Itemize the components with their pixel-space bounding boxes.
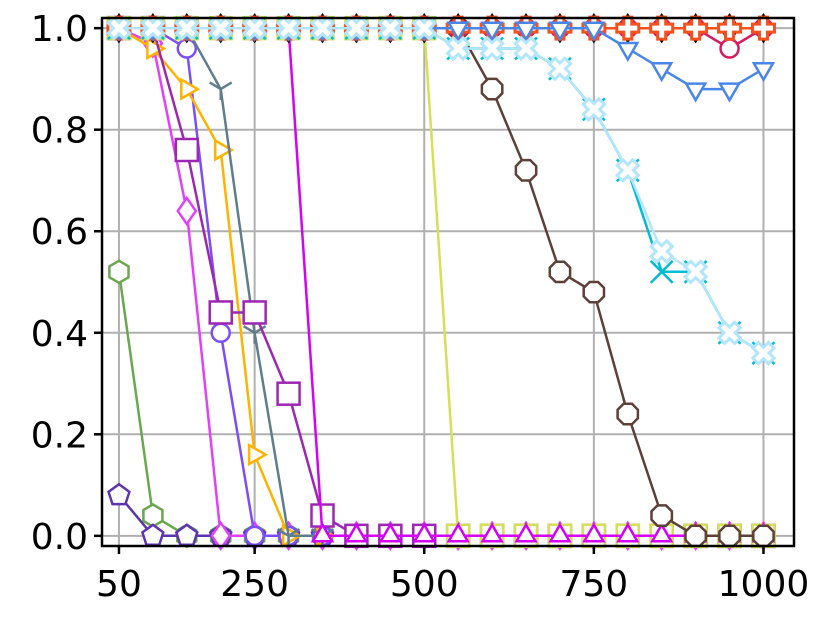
data-point xyxy=(243,325,267,344)
data-point xyxy=(479,35,505,62)
y-tick-label: 0.6 xyxy=(31,212,88,253)
y-tick-label: 0.8 xyxy=(31,111,88,152)
data-point xyxy=(682,259,709,285)
data-point xyxy=(174,523,199,546)
data-point xyxy=(547,56,573,82)
data-point xyxy=(480,21,504,42)
data-point xyxy=(650,504,674,527)
data-point xyxy=(377,15,404,41)
data-point xyxy=(650,522,674,543)
data-point xyxy=(514,158,538,182)
x-tick-label: 500 xyxy=(390,564,459,605)
y-tick-label: 1.0 xyxy=(31,9,88,50)
data-point xyxy=(751,62,776,83)
data-point xyxy=(344,522,369,543)
data-point xyxy=(108,259,130,285)
data-point xyxy=(210,322,231,344)
series-14 xyxy=(107,16,776,365)
data-point xyxy=(683,82,708,103)
data-point xyxy=(615,15,641,41)
data-point xyxy=(513,35,539,62)
data-point xyxy=(582,522,606,543)
data-point xyxy=(616,522,640,543)
data-point xyxy=(107,482,131,506)
data-point xyxy=(582,280,606,304)
series-7 xyxy=(106,15,776,549)
series-layer xyxy=(106,12,777,552)
data-point xyxy=(411,15,438,41)
data-point xyxy=(480,77,504,101)
data-point xyxy=(310,522,335,543)
data-point xyxy=(210,520,232,552)
x-tick-label: 750 xyxy=(560,564,629,605)
data-point xyxy=(213,138,235,162)
data-point xyxy=(176,195,198,227)
data-point xyxy=(412,522,436,543)
y-tick-label: 0.4 xyxy=(31,314,88,355)
data-point xyxy=(445,35,471,62)
data-point xyxy=(140,523,165,546)
data-point xyxy=(684,524,708,548)
data-point xyxy=(514,21,538,42)
data-point xyxy=(683,15,709,41)
data-point xyxy=(719,38,740,59)
data-point xyxy=(276,381,301,406)
x-tick-label: 1000 xyxy=(718,564,810,605)
x-tick-label: 250 xyxy=(220,564,289,605)
data-point xyxy=(648,238,675,265)
data-point xyxy=(209,81,233,101)
data-point xyxy=(548,522,572,543)
data-point xyxy=(244,525,265,547)
data-point xyxy=(309,15,336,41)
data-point xyxy=(446,21,470,42)
data-point xyxy=(616,41,640,63)
series-15 xyxy=(106,15,777,366)
data-point xyxy=(752,524,775,548)
data-point xyxy=(718,524,741,548)
data-point xyxy=(649,259,674,284)
data-point xyxy=(615,157,641,184)
data-point xyxy=(548,21,572,42)
data-point xyxy=(174,137,200,163)
data-point xyxy=(275,15,302,41)
data-point xyxy=(581,96,607,123)
y-tick-label: 0.2 xyxy=(31,415,88,456)
data-point xyxy=(548,260,572,284)
data-point xyxy=(207,15,234,41)
data-point xyxy=(446,522,470,543)
data-point xyxy=(514,522,538,543)
data-point xyxy=(343,15,370,41)
data-point xyxy=(247,442,269,467)
data-point xyxy=(750,15,776,41)
data-point xyxy=(106,15,132,41)
data-point xyxy=(140,15,166,41)
data-point xyxy=(142,503,164,528)
data-point xyxy=(242,300,267,325)
x-tick-label: 50 xyxy=(96,564,142,605)
data-point xyxy=(616,402,640,426)
data-point xyxy=(717,82,742,103)
data-point xyxy=(717,15,743,41)
data-point xyxy=(378,522,403,543)
data-point xyxy=(174,15,200,41)
data-point xyxy=(750,340,777,366)
data-point xyxy=(146,36,167,61)
data-point xyxy=(480,522,504,543)
data-point xyxy=(649,15,675,41)
data-point xyxy=(716,320,743,346)
data-point xyxy=(650,62,674,83)
data-point xyxy=(180,77,201,101)
y-tick-label: 0.0 xyxy=(31,517,88,558)
axis-ticks: 50 250 500 750 1000 0.0 0.2 0.4 0.6 0.8 1.0 xyxy=(31,9,810,605)
data-point xyxy=(208,300,233,325)
plot-frame xyxy=(100,16,796,548)
data-point xyxy=(582,21,606,42)
data-point xyxy=(241,15,268,41)
